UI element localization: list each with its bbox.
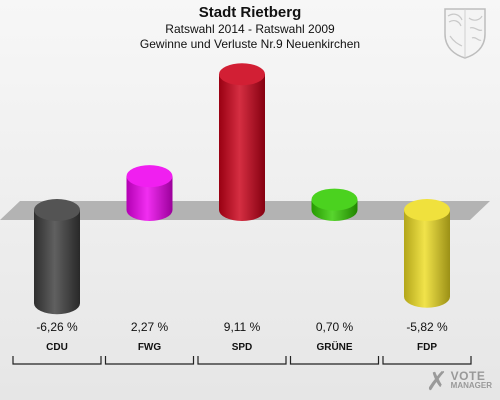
bar-top-cdu	[34, 199, 80, 221]
category-bracket-fwg	[104, 356, 195, 365]
bar-body-spd	[219, 74, 265, 221]
chart-subtitle-1: Ratswahl 2014 - Ratswahl 2009	[165, 22, 335, 36]
value-label-gr-ne: 0,70 %	[316, 320, 354, 334]
bar-top-fwg	[126, 165, 173, 188]
chart-title: Stadt Rietberg	[198, 4, 302, 21]
chart-subtitle-2: Gewinne und Verluste Nr.9 Neuenkirchen	[139, 37, 361, 51]
bar-cdu	[34, 199, 80, 315]
value-label-spd: 9,11 %	[224, 320, 261, 334]
category-label-gr-ne: GRÜNE	[316, 340, 352, 353]
coat-of-arms-icon	[444, 8, 486, 59]
category-bracket-fdp	[382, 356, 472, 365]
category-bracket-cdu	[12, 356, 102, 365]
bar-top-fdp	[404, 199, 450, 221]
bar-spd	[219, 63, 265, 221]
bar-body-cdu	[34, 210, 80, 315]
value-label-cdu: -6,26 %	[36, 320, 78, 334]
votemanager-logo: ✗ VOTE MANAGER	[426, 368, 492, 394]
ballot-check-icon: ✗	[425, 366, 448, 396]
bars-group	[34, 63, 450, 315]
bar-top-spd	[219, 63, 265, 86]
category-label-fwg: FWG	[138, 342, 162, 353]
bar-body-fwg	[126, 176, 173, 222]
category-label-spd: SPD	[232, 342, 253, 353]
bar-fwg	[126, 165, 173, 222]
value-label-fwg: 2,27 %	[131, 320, 169, 334]
category-label-cdu: CDU	[46, 342, 68, 353]
category-bracket-gr-ne	[289, 356, 380, 365]
logo-line-1: VOTE	[450, 369, 486, 383]
bar-top-gr-ne	[311, 188, 358, 211]
value-labels-group: -6,26 % CDU 2,27 % FWG 9,11 % SPD 0,70 % GRÜNE -…	[36, 320, 448, 353]
logo-line-2: MANAGER	[450, 381, 492, 390]
bar-body-fdp	[404, 210, 450, 308]
category-axis	[12, 356, 472, 365]
value-label-fdp: -5,82 %	[406, 320, 448, 334]
logo-text: VOTE MANAGER	[450, 369, 492, 391]
bar-gr-ne	[311, 188, 358, 222]
chart-header: Stadt Rietberg Ratswahl 2014 - Ratswahl …	[0, 4, 500, 52]
category-bracket-spd	[197, 356, 287, 365]
category-label-fdp: FDP	[417, 342, 437, 353]
bar-fdp	[404, 199, 450, 308]
